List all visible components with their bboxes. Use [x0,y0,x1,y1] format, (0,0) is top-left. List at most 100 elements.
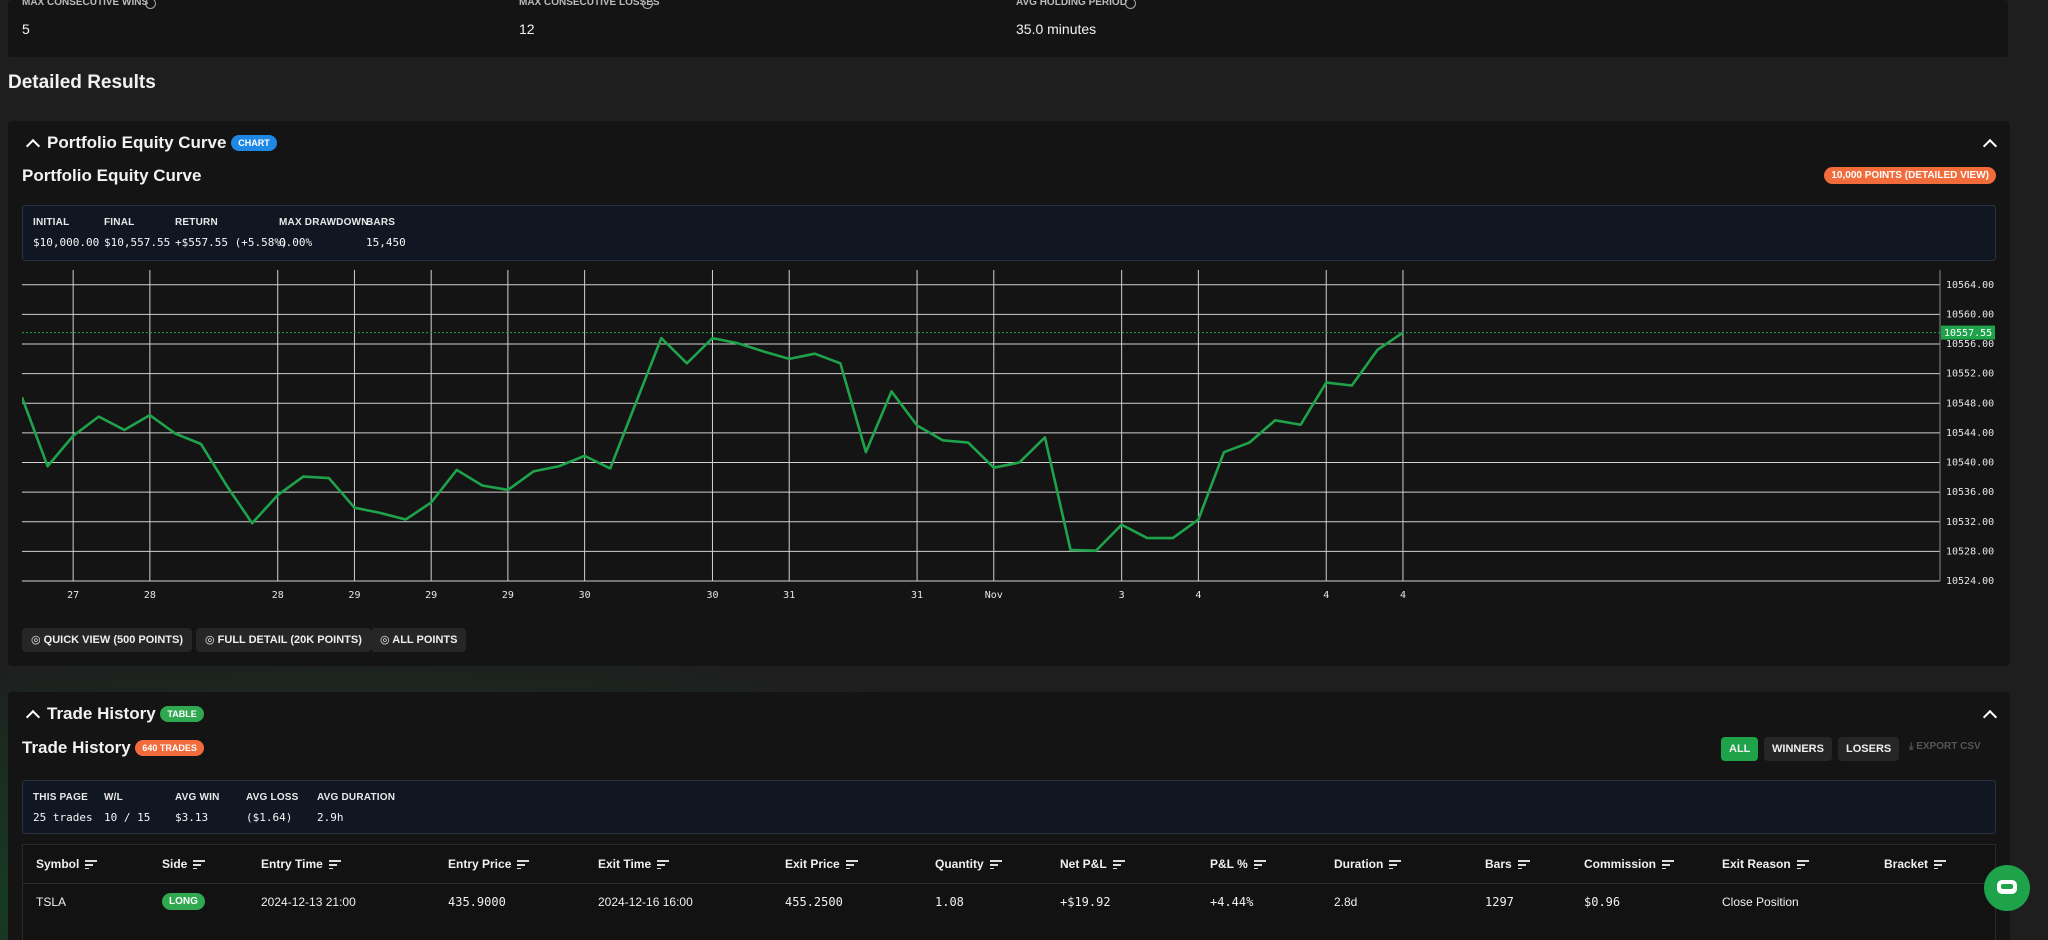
view-button[interactable]: ◎ QUICK VIEW (500 POINTS) [22,628,193,652]
column-title: Exit Time [598,857,652,871]
stat-value: +$557.55 (+5.58%) [175,236,288,249]
filter-label: LOSERS [1846,743,1892,755]
collapse-icon[interactable] [1982,138,1998,154]
column-header[interactable]: Entry Price [448,857,530,871]
stat-label: MAX CONSECUTIVE WINS [22,0,149,8]
filter-button[interactable]: WINNERS [1764,737,1832,761]
column-title: P&L % [1210,857,1248,871]
sort-icon [657,860,670,870]
side-badge: LONG [162,893,205,910]
x-tick-label: 4 [1195,590,1201,601]
x-tick-label: 4 [1323,590,1329,601]
column-header[interactable]: Duration [1334,857,1402,871]
view-button[interactable]: ◎ FULL DETAIL (20K POINTS) [196,628,371,652]
table-cell: $0.96 [1584,895,1621,909]
x-tick-label: 30 [706,590,718,601]
section-title: Detailed Results [8,72,156,93]
column-title: Exit Reason [1722,857,1791,871]
column-header[interactable]: Bars [1485,857,1530,871]
stat-value: 25 trades [33,811,93,824]
stat-label: THIS PAGE [33,792,88,803]
column-title: Symbol [36,857,80,871]
stats-box: THIS PAGE 25 trades W/L 10 / 15 AVG WIN $3.13… [22,780,1996,834]
view-button[interactable]: ◎ ALL POINTS [371,628,467,652]
equity-line [22,331,1404,552]
info-icon [145,0,156,9]
stats-box: INITIAL $10,000.00 FINAL $10,557.55 RETURN +$… [22,205,1996,261]
summary-panel: MAX CONSECUTIVE WINS 5 MAX CONSECUTIVE LOS… [8,0,2008,57]
sort-icon [1389,860,1402,870]
chart-title: Portfolio Equity Curve [22,166,202,185]
collapse-icon[interactable] [25,709,41,725]
equity-chart: 10524.00 10528.00 10532.00 10536.00 10540.00… [22,270,1995,601]
chat-icon-eyes [2001,884,2013,889]
y-tick-label: 10544.00 [1946,428,1994,439]
last-value-label: 10557.55 [1944,328,1992,339]
stat-value: 15,450 [366,236,406,249]
column-title: Commission [1584,857,1657,871]
column-title: Entry Time [261,857,323,871]
x-tick-label: 28 [144,590,156,601]
stat-label: MAX CONSECUTIVE LOSSES [519,0,660,8]
chat-button[interactable] [1984,865,2030,911]
column-header[interactable]: Exit Time [598,857,670,871]
x-tick-label: 4 [1400,590,1406,601]
y-tick-label: 10536.00 [1946,487,1994,498]
filter-label: ALL [1729,743,1751,755]
stat-value: 2.9h [317,811,344,824]
stat-label: W/L [104,792,123,803]
sort-icon [1796,860,1809,870]
info-icon [642,0,653,9]
column-header[interactable]: Exit Price [785,857,858,871]
filter-label: WINNERS [1772,743,1824,755]
y-tick-label: 10540.00 [1946,458,1994,469]
panel-badge: TABLE [160,706,204,722]
panel-title: Trade History [47,704,156,723]
sort-icon [193,860,206,870]
sort-icon [328,860,341,870]
column-title: Net P&L [1060,857,1107,871]
y-tick-label: 10560.00 [1946,309,1994,320]
filter-button[interactable]: LOSERS [1838,737,1900,761]
column-header[interactable]: Exit Reason [1722,857,1809,871]
column-title: Quantity [935,857,984,871]
y-tick-label: 10532.00 [1946,517,1994,528]
filter-button[interactable]: ALL [1721,737,1759,761]
stat-value: 12 [519,21,535,37]
table-cell: TSLA [36,895,67,909]
export-button[interactable]: ⤓ EXPORT CSV [1909,741,1981,752]
table-cell: 435.9000 [448,895,506,909]
column-header[interactable]: Bracket [1884,857,1947,871]
export-label: EXPORT CSV [1916,741,1981,752]
stat-value: $10,557.55 [104,236,171,249]
x-tick-label: 29 [425,590,437,601]
column-header[interactable]: Commission [1584,857,1675,871]
table-divider [23,883,1995,884]
table-cell: 2.8d [1334,895,1358,909]
table-title: Trade History 640 TRADES [22,738,204,758]
column-header[interactable]: Net P&L [1060,857,1125,871]
column-header[interactable]: P&L % [1210,857,1266,871]
sort-icon [989,860,1002,870]
collapse-icon[interactable] [1982,709,1998,725]
column-header[interactable]: Side [162,857,206,871]
stat-label: INITIAL [33,217,70,228]
x-tick-label: 29 [502,590,514,601]
y-tick-label: 10556.00 [1946,339,1994,350]
stat-value: 10 / 15 [104,811,151,824]
panel-header[interactable]: Trade History TABLE [47,704,204,724]
sort-icon [1662,860,1675,870]
stat-label: RETURN [175,217,218,228]
stat-value: ($1.64) [246,811,293,824]
column-header[interactable]: Entry Time [261,857,341,871]
collapse-icon[interactable] [25,138,41,154]
column-header[interactable]: Symbol [36,857,98,871]
sort-icon [517,860,530,870]
sort-icon [1517,860,1530,870]
panel-header[interactable]: Portfolio Equity Curve CHART [47,133,277,153]
stat-value: 35.0 minutes [1016,21,1097,37]
column-header[interactable]: Quantity [935,857,1002,871]
panel-title: Portfolio Equity Curve [47,133,227,152]
button-label: QUICK VIEW (500 POINTS) [43,634,184,646]
last-value-tag [1941,325,1995,340]
